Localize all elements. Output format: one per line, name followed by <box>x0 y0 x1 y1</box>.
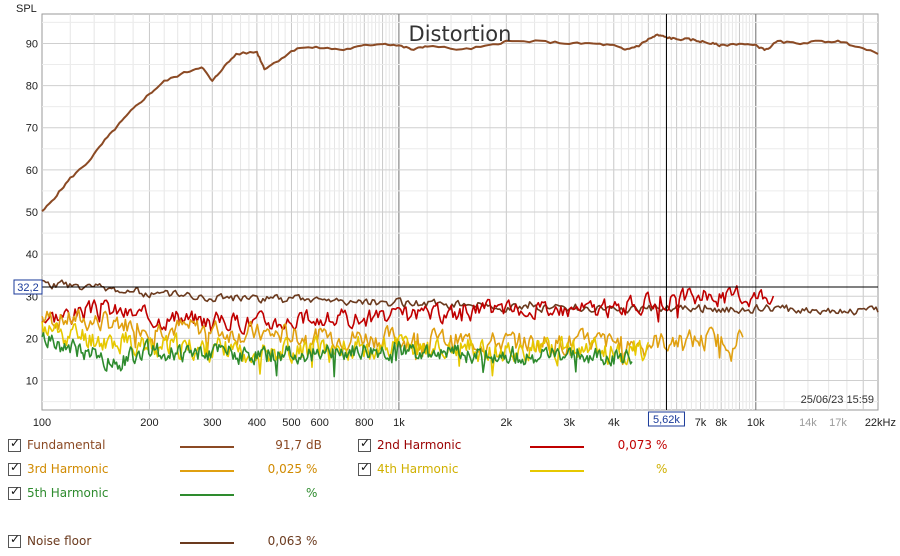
legend-swatch <box>530 470 584 472</box>
x-tick-label: 14k <box>799 417 817 429</box>
x-tick-label: 22kHz <box>865 417 896 429</box>
series-line-noise-floor <box>41 279 879 316</box>
series-line-5th-harmonic <box>41 332 633 378</box>
legend-swatch <box>530 446 584 448</box>
x-tick-label: 300 <box>203 417 221 429</box>
legend-label: Noise floor <box>27 534 92 548</box>
x-tick-label: 7k <box>695 417 707 429</box>
chart-title: Distortion <box>409 22 512 46</box>
legend-unit: dB <box>306 438 322 452</box>
y-tick-label: 50 <box>26 207 38 219</box>
x-tick-label: 1k <box>393 417 405 429</box>
x-tick-label: 8k <box>715 417 727 429</box>
y-tick-label: 90 <box>26 38 38 50</box>
legend-label: Fundamental <box>27 438 106 452</box>
x-tick-label: 200 <box>140 417 158 429</box>
x-tick-label: 17k <box>829 417 847 429</box>
series-line-4th-harmonic <box>41 321 650 377</box>
legend-unit: % <box>306 534 318 548</box>
x-tick-label: 500 <box>282 417 300 429</box>
legend-label: 2nd Harmonic <box>377 438 462 452</box>
legend-checkbox[interactable] <box>8 436 21 452</box>
y-axis-label: SPL <box>16 3 37 15</box>
y-tick-label: 20 <box>26 333 38 345</box>
legend-value: 91,7 <box>275 438 302 452</box>
y-tick-label: 80 <box>26 81 38 93</box>
legend-value: 0,025 <box>267 462 302 476</box>
legend-swatch <box>180 470 234 472</box>
legend-label: 5th Harmonic <box>27 486 109 500</box>
legend-checkbox[interactable] <box>8 532 21 548</box>
legend-swatch <box>180 446 234 448</box>
legend-checkbox[interactable] <box>358 460 371 476</box>
series-line-2nd-harmonic <box>41 285 775 335</box>
y-tick-label: 10 <box>26 376 38 388</box>
legend-label: 4th Harmonic <box>377 462 459 476</box>
x-tick-label: 4k <box>608 417 620 429</box>
timestamp: 25/06/23 15:59 <box>801 394 874 406</box>
legend-unit: % <box>306 462 318 476</box>
x-tick-label: 3k <box>563 417 575 429</box>
legend-unit: % <box>656 462 668 476</box>
legend-unit: % <box>656 438 668 452</box>
legend-value: 0,063 <box>267 534 302 548</box>
cursor-y-label: 32,2 <box>17 282 38 294</box>
legend-unit: % <box>306 486 318 500</box>
legend-swatch <box>180 542 234 544</box>
legend-swatch <box>180 494 234 496</box>
series-line-fundamental <box>41 33 879 212</box>
x-tick-label: 400 <box>248 417 266 429</box>
cursor-x-label: 5,62k <box>653 414 680 426</box>
legend-value: 0,073 <box>617 438 652 452</box>
y-tick-label: 40 <box>26 249 38 261</box>
legend-checkbox[interactable] <box>358 436 371 452</box>
x-tick-label: 100 <box>33 417 51 429</box>
x-tick-label: 10k <box>747 417 765 429</box>
y-tick-label: 60 <box>26 165 38 177</box>
x-tick-label: 800 <box>355 417 373 429</box>
legend-checkbox[interactable] <box>8 484 21 500</box>
cursor-y-box <box>13 279 43 295</box>
x-tick-label: 600 <box>311 417 329 429</box>
legend-label: 3rd Harmonic <box>27 462 109 476</box>
cursor-x-box <box>647 411 685 427</box>
x-tick-label: 2k <box>501 417 513 429</box>
legend-checkbox[interactable] <box>8 460 21 476</box>
y-tick-label: 70 <box>26 123 38 135</box>
